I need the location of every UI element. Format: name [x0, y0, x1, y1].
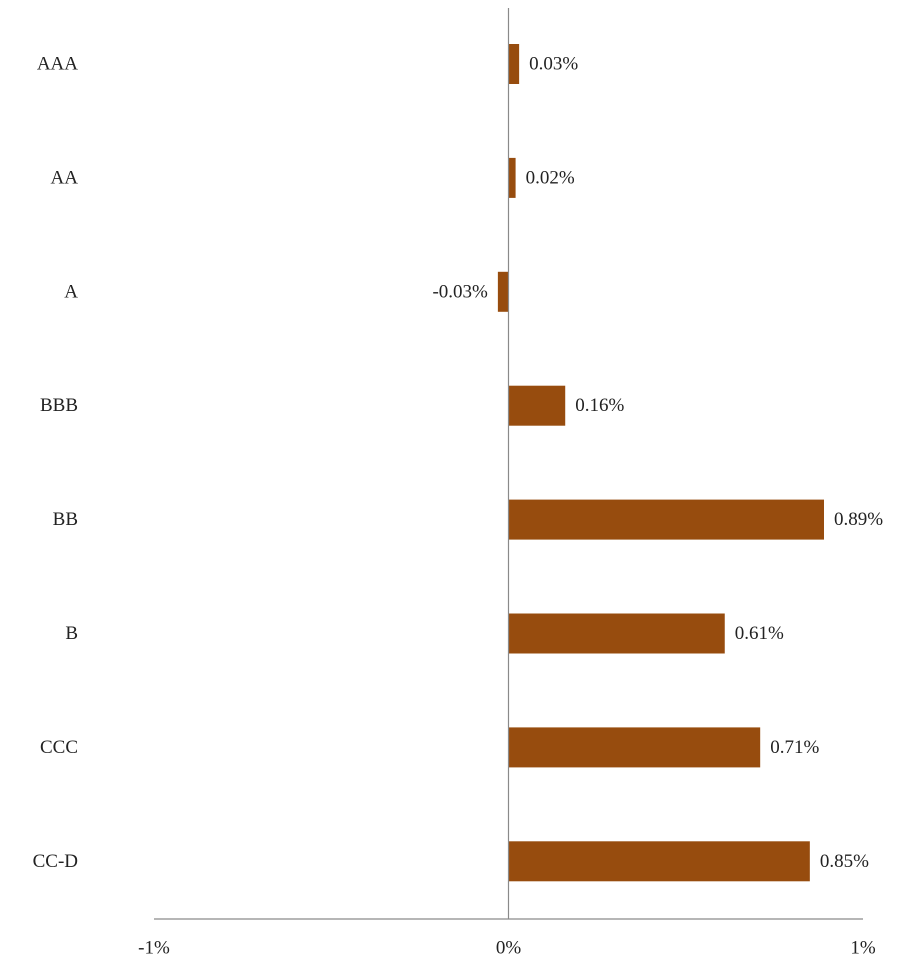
value-labels: 0.03% 0.02% -0.03% 0.16% 0.89% 0.61% 0.71% 0.85… — [432, 54, 883, 872]
x-tick-label-0: -1% — [138, 938, 170, 959]
category-label-bb: BB — [53, 509, 78, 530]
axes-group — [154, 8, 863, 920]
value-label-ccc: 0.71% — [770, 737, 819, 758]
bar-bbb — [508, 385, 566, 426]
category-label-aaa: AAA — [37, 54, 78, 75]
value-label-a: -0.03% — [432, 281, 488, 302]
bar-a — [497, 271, 509, 312]
category-label-bbb: BBB — [40, 395, 78, 416]
category-label-ccc: CCC — [40, 737, 78, 758]
category-label-a: A — [64, 281, 78, 302]
x-tick-labels: -1% 0% 1% — [138, 938, 876, 959]
value-label-aa: 0.02% — [526, 167, 575, 188]
value-label-bb: 0.89% — [834, 509, 883, 530]
bar-b — [508, 613, 725, 654]
bar-aaa — [508, 44, 520, 84]
x-tick-label-1: 0% — [496, 938, 522, 959]
x-tick-label-2: 1% — [850, 938, 876, 959]
category-label-cc-d: CC-D — [33, 851, 78, 872]
bar-cc-d — [508, 841, 810, 882]
bars-group — [497, 44, 824, 882]
value-label-aaa: 0.03% — [529, 54, 578, 75]
value-label-bbb: 0.16% — [575, 395, 624, 416]
value-label-cc-d: 0.85% — [820, 851, 869, 872]
bar-bb — [508, 499, 824, 540]
bar-ccc — [508, 727, 761, 768]
category-label-aa: AA — [51, 167, 79, 188]
category-label-b: B — [65, 623, 78, 644]
bar-aa — [508, 157, 516, 198]
value-label-b: 0.61% — [735, 623, 784, 644]
